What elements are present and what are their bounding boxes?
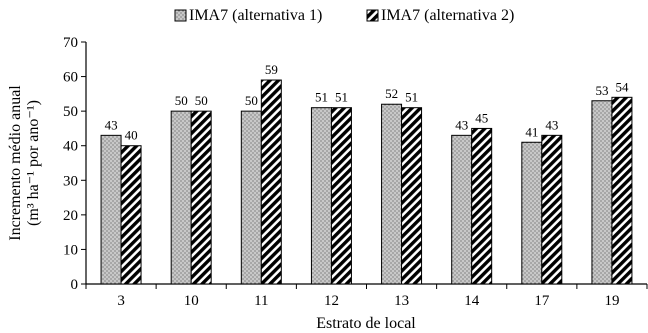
bars	[100, 79, 633, 285]
x-tick-label-19: 19	[604, 293, 619, 309]
bar-series-2-cat-12	[330, 107, 352, 285]
data-label-series-1-cat-19: 53	[595, 83, 608, 98]
data-label-series-1-cat-10: 50	[175, 93, 188, 108]
y-tick-label-70: 70	[63, 35, 78, 51]
y-tick-label-10: 10	[63, 242, 78, 258]
x-axis-ticks: 3 10 11 12 13 14 17 19	[85, 284, 648, 309]
bar-series-1-cat-13	[381, 103, 403, 285]
data-label-series-2-cat-14: 45	[475, 110, 488, 125]
x-tick-label-11: 11	[254, 293, 268, 309]
data-label-series-1-cat-17: 41	[525, 124, 538, 139]
data-label-series-2-cat-3: 40	[125, 128, 138, 143]
legend-label-alternativa-1: IMA7 (alternativa 1)	[189, 7, 322, 24]
x-axis-title: Estrato de local	[316, 315, 416, 332]
data-label-series-2-cat-12: 51	[335, 90, 348, 105]
y-axis-ticks: 0 10 20 30 40 50 60 70	[63, 35, 86, 293]
data-label-series-2-cat-19: 54	[615, 79, 629, 94]
bar-series-1-cat-14	[451, 134, 473, 285]
data-label-series-1-cat-11: 50	[245, 93, 258, 108]
y-tick-label-0: 0	[71, 277, 79, 293]
x-tick-label-3: 3	[117, 293, 125, 309]
data-label-series-1-cat-12: 51	[315, 90, 328, 105]
bar-series-2-cat-3	[120, 145, 142, 285]
legend: IMA7 (alternativa 1) IMA7 (alternativa 2…	[174, 7, 514, 24]
y-axis-title-line-1: Incremento médio anual	[7, 85, 24, 241]
y-tick-label-50: 50	[63, 104, 78, 120]
data-label-series-1-cat-14: 43	[455, 117, 468, 132]
data-label-series-1-cat-13: 52	[385, 86, 398, 101]
y-tick-label-20: 20	[63, 208, 78, 224]
legend-swatch-alternativa-2	[366, 9, 379, 22]
x-tick-label-13: 13	[394, 293, 409, 309]
bar-series-1-cat-19	[591, 100, 613, 285]
bar-series-1-cat-17	[521, 141, 543, 285]
legend-label-alternativa-2: IMA7 (alternativa 2)	[381, 7, 514, 24]
x-tick-label-17: 17	[534, 293, 550, 309]
axes	[85, 42, 647, 285]
bar-series-1-cat-12	[310, 107, 332, 285]
y-axis-title-line-2: (m³ ha⁻¹ por ano⁻¹)	[25, 100, 42, 226]
bar-series-1-cat-10	[170, 110, 192, 285]
data-label-series-2-cat-13: 51	[405, 90, 418, 105]
bar-series-1-cat-3	[100, 134, 122, 285]
bar-series-2-cat-17	[541, 134, 563, 285]
bar-series-2-cat-13	[401, 107, 423, 285]
bar-series-1-cat-11	[240, 110, 262, 285]
bar-series-2-cat-11	[260, 79, 282, 285]
y-tick-label-60: 60	[63, 70, 78, 86]
data-label-series-2-cat-10: 50	[195, 93, 208, 108]
x-tick-label-14: 14	[464, 293, 480, 309]
data-label-series-2-cat-17: 43	[545, 117, 558, 132]
y-tick-label-40: 40	[63, 139, 78, 155]
x-tick-label-12: 12	[324, 293, 339, 309]
x-tick-label-10: 10	[184, 293, 199, 309]
bar-series-2-cat-10	[190, 110, 212, 285]
bar-series-2-cat-14	[471, 127, 493, 285]
legend-swatch-alternativa-1	[174, 9, 187, 22]
data-label-series-1-cat-3: 43	[105, 117, 118, 132]
y-tick-label-30: 30	[63, 173, 78, 189]
data-labels: 43 40 50 50 50 59 51 51 52 51 43 45 41 43 53 54	[105, 62, 629, 143]
data-label-series-2-cat-11: 59	[265, 62, 278, 77]
bar-series-2-cat-19	[611, 96, 633, 285]
